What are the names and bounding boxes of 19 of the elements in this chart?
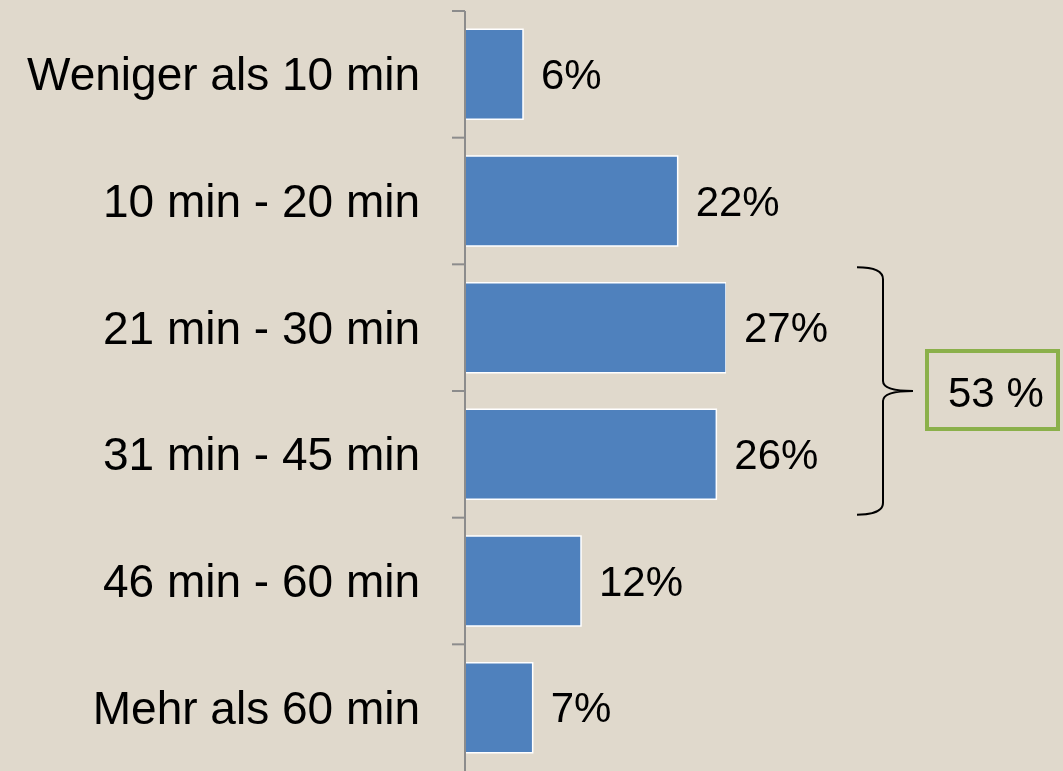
y-tick-label: 46 min - 60 min <box>102 555 420 607</box>
data-label: 22% <box>695 177 780 225</box>
y-tick-label: Mehr als 60 min <box>92 681 420 734</box>
y-tick-label: 10 min - 20 min <box>102 175 420 227</box>
bar <box>465 281 726 374</box>
y-tick-label: Weniger als 10 min <box>27 48 420 101</box>
data-label: 12% <box>599 557 684 605</box>
data-label: 26% <box>734 430 819 478</box>
y-tick-label: 31 min - 45 min <box>102 428 420 481</box>
text: 53 % <box>948 369 1044 416</box>
bar <box>465 408 718 501</box>
y-tick-label: 21 min - 30 min <box>102 301 420 354</box>
bar <box>465 28 524 121</box>
bar <box>465 155 679 247</box>
data-label: 6% <box>541 50 602 98</box>
bar <box>465 535 582 627</box>
data-label: 27% <box>744 304 829 352</box>
bar <box>465 661 534 754</box>
data-label: 7% <box>550 684 612 732</box>
